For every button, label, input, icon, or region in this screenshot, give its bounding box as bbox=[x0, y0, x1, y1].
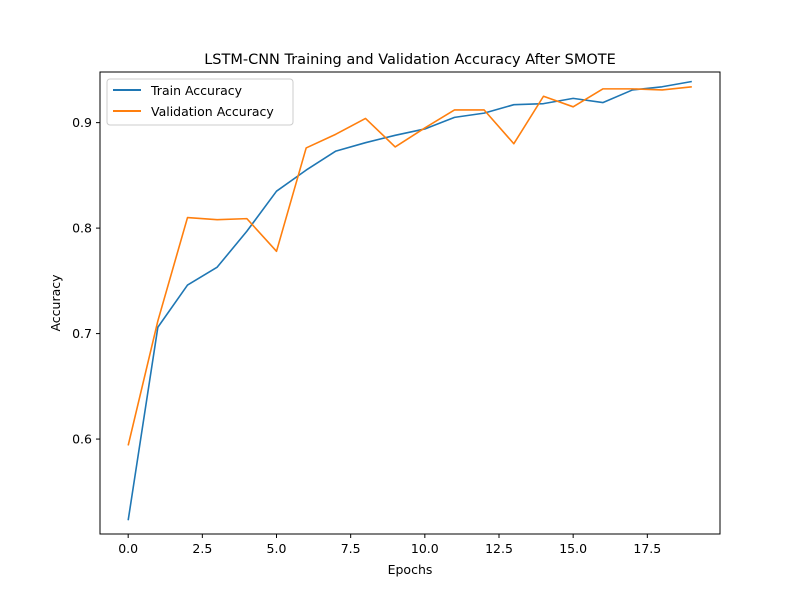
x-tick-label: 17.5 bbox=[633, 541, 661, 556]
y-axis-label: Accuracy bbox=[48, 274, 63, 332]
x-tick-label: 7.5 bbox=[341, 541, 361, 556]
legend: Train Accuracy Validation Accuracy bbox=[106, 78, 294, 126]
chart-title: LSTM-CNN Training and Validation Accurac… bbox=[204, 52, 616, 68]
x-axis-label: Epochs bbox=[388, 562, 433, 577]
plot-frame bbox=[99, 71, 721, 535]
x-tick-label: 5.0 bbox=[267, 541, 287, 556]
y-tick-label: 0.7 bbox=[72, 326, 92, 341]
legend-label-validation: Validation Accuracy bbox=[151, 104, 274, 119]
y-tick-label: 0.6 bbox=[72, 432, 92, 447]
x-tick-label: 2.5 bbox=[192, 541, 212, 556]
series-line-train bbox=[127, 80, 692, 521]
x-axis: 0.0 2.5 5.0 7.5 10.0 12.5 15.0 17.5 bbox=[118, 534, 661, 556]
legend-label-train: Train Accuracy bbox=[150, 83, 243, 98]
y-tick-label: 0.8 bbox=[72, 221, 92, 236]
x-tick-label: 12.5 bbox=[485, 541, 513, 556]
y-tick-label: 0.9 bbox=[72, 115, 92, 130]
series-line-validation bbox=[127, 85, 692, 446]
x-tick-label: 10.0 bbox=[411, 541, 439, 556]
legend-box bbox=[106, 78, 294, 126]
x-tick-label: 0.0 bbox=[118, 541, 138, 556]
y-axis: 0.6 0.7 0.8 0.9 bbox=[72, 115, 100, 447]
x-tick-label: 15.0 bbox=[559, 541, 587, 556]
plot-lines bbox=[127, 80, 692, 521]
